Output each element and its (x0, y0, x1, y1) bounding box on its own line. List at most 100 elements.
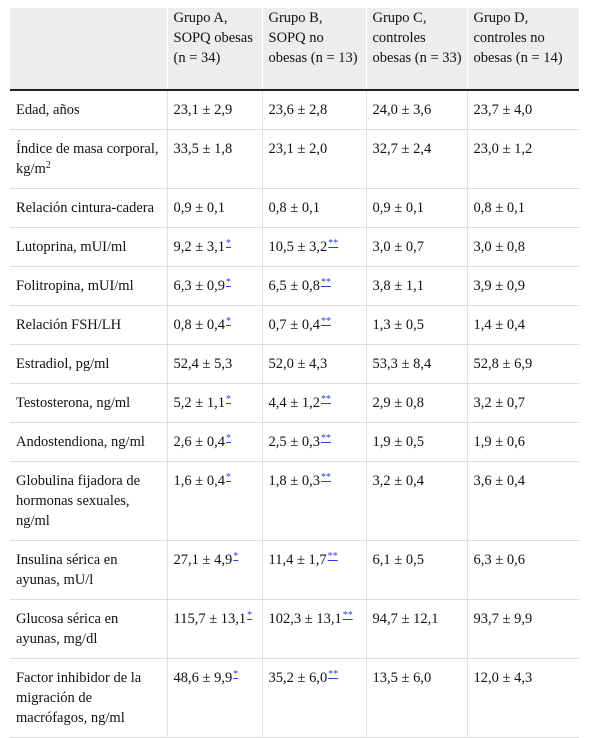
footnote-link[interactable]: * (225, 238, 231, 249)
row-label-text: Lutoprina, mUI/ml (16, 239, 127, 255)
cell-grupo-b: 6,5 ± 0,8** (261, 266, 366, 306)
cell-grupo-b: 0,7 ± 0,4** (261, 305, 366, 345)
cell-grupo-c: 2,9 ± 0,8 (365, 383, 467, 423)
table-row: Edad, años 23,1 ± 2,9 23,6 ± 2,8 24,0 ± 3,6… (10, 90, 579, 130)
cell-value: 12,0 ± 4,3 (473, 670, 533, 686)
cell-grupo-a: 27,1 ± 4,9* (166, 540, 262, 600)
cell-grupo-d: 23,7 ± 4,0 (466, 90, 579, 130)
cell-value: 1,9 ± 0,5 (372, 434, 424, 450)
cell-grupo-d: 52,8 ± 6,9 (466, 344, 579, 384)
footnote-link[interactable]: ** (320, 277, 331, 288)
cell-value: 24,0 ± 3,6 (372, 102, 432, 118)
footnote-link[interactable]: ** (320, 394, 331, 405)
table-row: Índice de masa corporal, kg/m2 33,5 ± 1,8… (10, 129, 579, 189)
cell-grupo-d: 3,2 ± 0,7 (466, 383, 579, 423)
row-label-text: Globulina fijadora de hormonas sexuales,… (16, 473, 141, 529)
cell-grupo-b: 10,5 ± 3,2** (261, 227, 366, 267)
table-row: Andostendiona, ng/ml 2,6 ± 0,4* 2,5 ± 0,3*… (10, 422, 579, 462)
cell-value: 3,6 ± 0,4 (473, 473, 525, 489)
cell-grupo-b: 52,0 ± 4,3 (261, 344, 366, 384)
cell-grupo-d: 3,9 ± 0,9 (466, 266, 579, 306)
cell-value: 3,0 ± 0,7 (372, 239, 424, 255)
cell-grupo-d: 3,0 ± 0,8 (466, 227, 579, 267)
cell-value: 6,5 ± 0,8 (268, 278, 320, 294)
cell-value: 3,2 ± 0,4 (372, 473, 424, 489)
cell-value: 1,9 ± 0,6 (473, 434, 525, 450)
footnote-link[interactable]: * (225, 277, 231, 288)
cell-grupo-c: 53,3 ± 8,4 (365, 344, 467, 384)
footnote-link[interactable]: * (247, 610, 253, 621)
cell-value: 1,4 ± 0,4 (473, 317, 525, 333)
cell-value: 33,5 ± 1,8 (173, 141, 233, 157)
cell-grupo-a: 33,5 ± 1,8 (166, 129, 262, 189)
row-label: Factor inhibidor de la migración de macr… (10, 658, 167, 738)
table-row: Insulina sérica en ayunas, mU/l 27,1 ± 4,… (10, 540, 579, 600)
row-label-text: Factor inhibidor de la migración de macr… (16, 670, 142, 726)
footnote-link[interactable]: ** (342, 610, 353, 621)
cell-value: 23,1 ± 2,9 (173, 102, 233, 118)
footnote-link[interactable]: ** (320, 316, 331, 327)
cell-grupo-d: 1,4 ± 0,4 (466, 305, 579, 345)
cell-value: 6,3 ± 0,6 (473, 552, 525, 568)
data-table-container: Grupo A, SOPQ obesas (n = 34) Grupo B, S… (10, 8, 579, 738)
cell-grupo-c: 3,0 ± 0,7 (365, 227, 467, 267)
cell-grupo-c: 0,9 ± 0,1 (365, 188, 467, 228)
data-table: Grupo A, SOPQ obesas (n = 34) Grupo B, S… (10, 8, 579, 738)
cell-value: 5,2 ± 1,1 (173, 395, 225, 411)
row-label: Estradiol, pg/ml (10, 344, 167, 384)
cell-grupo-d: 12,0 ± 4,3 (466, 658, 579, 738)
cell-value: 23,7 ± 4,0 (473, 102, 533, 118)
cell-grupo-b: 1,8 ± 0,3** (261, 461, 366, 541)
footnote-link[interactable]: * (225, 472, 231, 483)
cell-grupo-b: 23,1 ± 2,0 (261, 129, 366, 189)
footnote-link[interactable]: ** (328, 238, 339, 249)
cell-value: 0,9 ± 0,1 (372, 200, 424, 216)
table-row: Relación cintura-cadera 0,9 ± 0,1 0,8 ± 0,… (10, 188, 579, 228)
footnote-link[interactable]: ** (328, 669, 339, 680)
cell-value: 48,6 ± 9,9 (173, 670, 233, 686)
cell-value: 1,3 ± 0,5 (372, 317, 424, 333)
cell-value: 94,7 ± 12,1 (372, 611, 439, 627)
cell-value: 11,4 ± 1,7 (268, 552, 327, 568)
row-label-text: Índice de masa corporal, kg/m (16, 141, 159, 177)
cell-grupo-c: 1,3 ± 0,5 (365, 305, 467, 345)
cell-grupo-c: 24,0 ± 3,6 (365, 90, 467, 130)
cell-grupo-a: 0,9 ± 0,1 (166, 188, 262, 228)
cell-grupo-d: 0,8 ± 0,1 (466, 188, 579, 228)
footnote-link[interactable]: * (233, 669, 239, 680)
cell-grupo-d: 3,6 ± 0,4 (466, 461, 579, 541)
table-body: Edad, años 23,1 ± 2,9 23,6 ± 2,8 24,0 ± 3,6… (10, 90, 579, 738)
cell-grupo-b: 35,2 ± 6,0** (261, 658, 366, 738)
cell-grupo-b: 11,4 ± 1,7** (261, 540, 366, 600)
footnote-link[interactable]: * (225, 394, 231, 405)
footnote-link[interactable]: ** (320, 433, 331, 444)
table-row: Relación FSH/LH 0,8 ± 0,4* 0,7 ± 0,4** 1,3 … (10, 305, 579, 345)
cell-grupo-a: 2,6 ± 0,4* (166, 422, 262, 462)
cell-value: 2,9 ± 0,8 (372, 395, 424, 411)
cell-value: 0,8 ± 0,4 (173, 317, 225, 333)
footnote-link[interactable]: * (225, 433, 231, 444)
cell-grupo-b: 2,5 ± 0,3** (261, 422, 366, 462)
footnote-link[interactable]: * (233, 551, 239, 562)
cell-grupo-a: 5,2 ± 1,1* (166, 383, 262, 423)
cell-value: 3,2 ± 0,7 (473, 395, 525, 411)
footnote-link[interactable]: ** (327, 551, 338, 562)
header-grupo-a: Grupo A, SOPQ obesas (n = 34) (166, 8, 262, 91)
table-row: Lutoprina, mUI/ml 9,2 ± 3,1* 10,5 ± 3,2** 3… (10, 227, 579, 267)
row-label-text: Insulina sérica en ayunas, mU/l (16, 552, 118, 588)
cell-grupo-c: 3,2 ± 0,4 (365, 461, 467, 541)
cell-value: 0,7 ± 0,4 (268, 317, 320, 333)
footnote-link[interactable]: ** (320, 472, 331, 483)
header-grupo-d: Grupo D, controles no obesas (n = 14) (466, 8, 579, 91)
cell-grupo-b: 4,4 ± 1,2** (261, 383, 366, 423)
cell-value: 3,0 ± 0,8 (473, 239, 525, 255)
cell-value: 53,3 ± 8,4 (372, 356, 432, 372)
footnote-link[interactable]: * (225, 316, 231, 327)
cell-value: 27,1 ± 4,9 (173, 552, 233, 568)
cell-grupo-b: 23,6 ± 2,8 (261, 90, 366, 130)
row-label: Folitropina, mUI/ml (10, 266, 167, 306)
cell-grupo-c: 6,1 ± 0,5 (365, 540, 467, 600)
cell-grupo-a: 6,3 ± 0,9* (166, 266, 262, 306)
cell-grupo-a: 0,8 ± 0,4* (166, 305, 262, 345)
table-row: Folitropina, mUI/ml 6,3 ± 0,9* 6,5 ± 0,8**… (10, 266, 579, 306)
